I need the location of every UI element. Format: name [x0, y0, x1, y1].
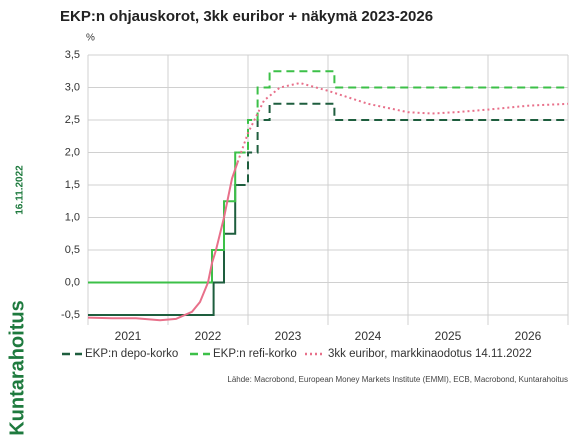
chart-title: EKP:n ohjauskorot, 3kk euribor + näkymä … [60, 8, 433, 25]
series-line [88, 151, 238, 284]
series-line [236, 81, 569, 163]
y-tick-label: 2,0 [65, 146, 80, 158]
source: Lähde: Macrobond, European Money Markets… [227, 375, 568, 384]
x-tick-label: 2024 [355, 329, 382, 343]
y-tick-label: 1,0 [65, 211, 80, 223]
x-tick-label: 2022 [195, 329, 222, 343]
series-line [87, 161, 239, 322]
x-tick-label: 2025 [435, 329, 462, 343]
legend-label: EKP:n refi-korko [213, 348, 297, 360]
brand: Kuntarahoitus [6, 300, 28, 436]
y-tick-label: 0,5 [65, 244, 80, 256]
y-tick-label: 3,0 [65, 81, 80, 93]
legend-label: 3kk euribor, markkinaodotus 14.11.2022 [328, 348, 532, 360]
x-tick-label: 2021 [115, 329, 142, 343]
y-tick-label: 3,5 [65, 49, 80, 61]
y-tick-label: -0,5 [61, 309, 80, 321]
x-tick-label: 2023 [275, 329, 302, 343]
series-line [237, 102, 568, 186]
side-date: 16.11.2022 [15, 165, 26, 215]
y-unit: % [86, 33, 95, 44]
series-line [237, 70, 568, 154]
legend-label: EKP:n depo-korko [85, 348, 178, 360]
y-tick-label: 1,5 [65, 179, 80, 191]
x-tick-label: 2026 [515, 329, 542, 343]
y-tick-label: 0,0 [65, 276, 80, 288]
y-tick-label: 2,5 [65, 114, 80, 126]
